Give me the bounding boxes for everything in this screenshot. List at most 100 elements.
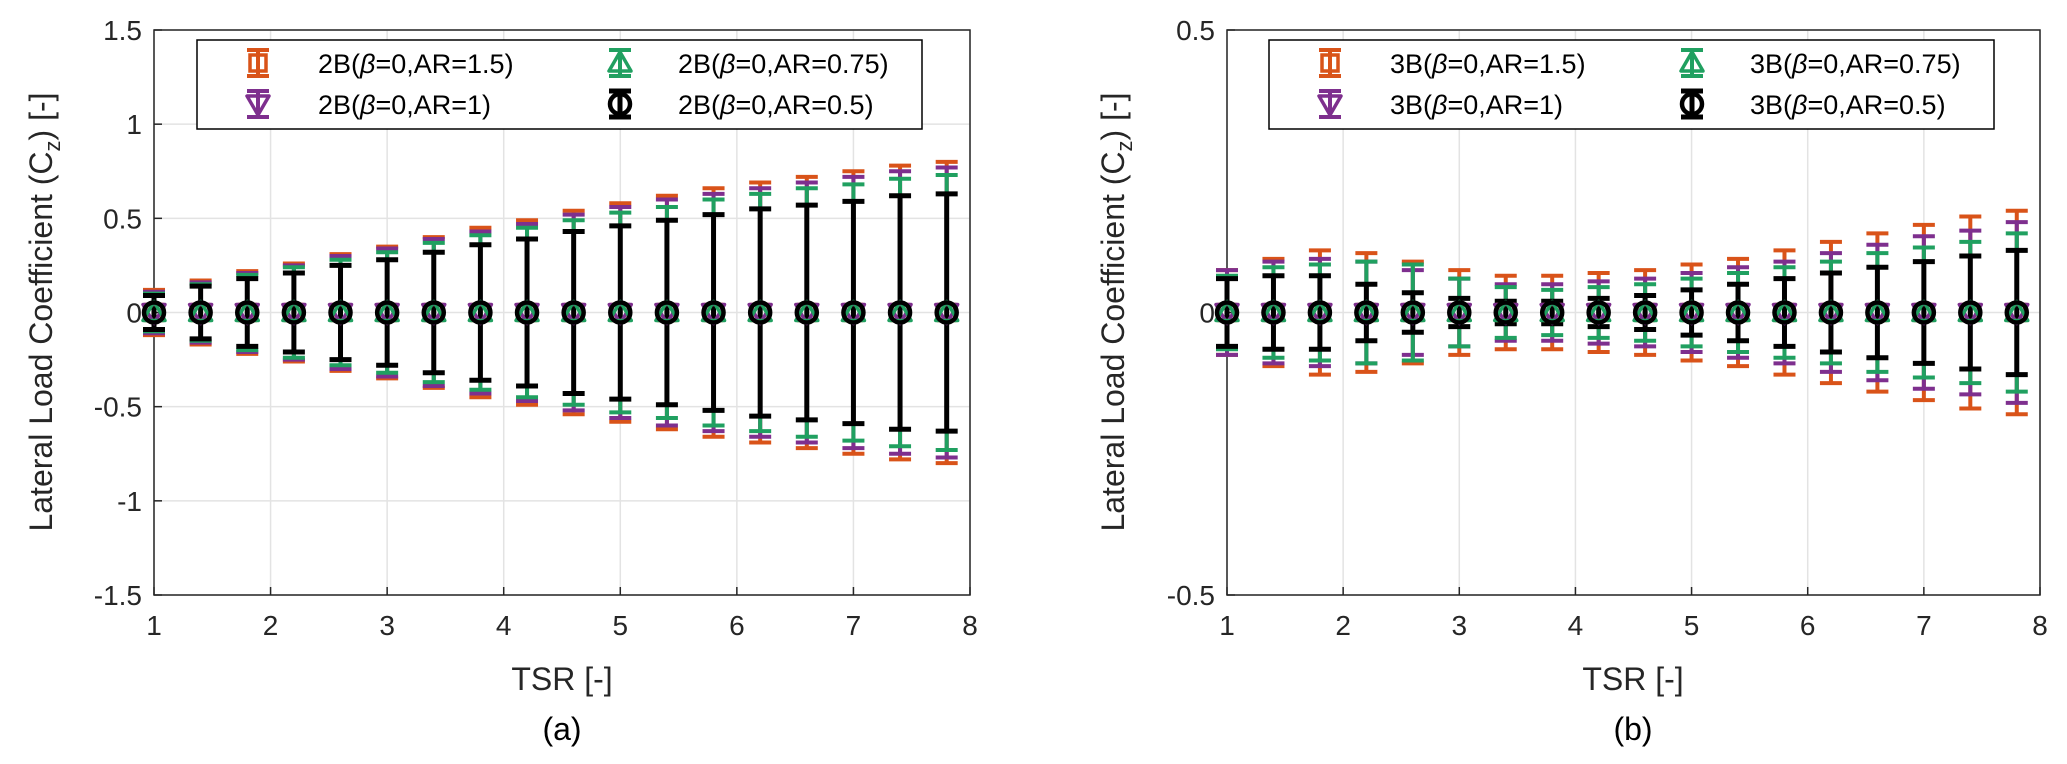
panel-a-point-ar05-1 — [188, 300, 213, 325]
panel-b-point-ar05-0 — [1214, 300, 1240, 325]
panel-a-legend-symbol-ar1 — [245, 89, 271, 119]
panel-a-x-ticks: 1 2 3 4 5 6 7 8 — [146, 587, 978, 641]
panel-b-markers-ar075 — [1214, 299, 2030, 323]
panel-b-point-ar05-14 — [1865, 300, 1890, 325]
panel-a-point-ar05-12 — [701, 300, 726, 325]
panel-a-legend-marker-ar05 — [607, 91, 633, 117]
panel-a-errorbar-ar05-14 — [795, 202, 818, 423]
panel-a-point-ar05-16 — [887, 300, 913, 325]
panel-b-legend-label-ar15-param: =0,AR=1.5) — [1447, 49, 1585, 79]
panel-b-point-ar05-13 — [1818, 300, 1844, 325]
panel-a-legend-marker-ar075 — [607, 50, 633, 73]
panel-a-legend-box — [196, 39, 923, 130]
panel-a-legend-label-ar15: 2B(β=0,AR=1.5) — [318, 49, 514, 79]
beta-glyph: β — [359, 90, 375, 120]
panel-b-markers-ar05 — [1214, 300, 2030, 325]
panel-b-errorbar-ar05-0 — [1216, 276, 1238, 349]
panel-a-legend-symbol-ar075 — [607, 48, 633, 78]
panel-a-legend-label-ar15-param: =0,AR=1.5) — [375, 49, 513, 79]
panel-a-legend-label-ar1-param: =0,AR=1) — [375, 90, 491, 120]
panel-b-point-ar05-7 — [1539, 300, 1565, 325]
panel-b-x-label: TSR [-] — [1582, 661, 1683, 697]
panel-b-legend-label-ar1: 3B(β=0,AR=1) — [1390, 90, 1563, 120]
panel-a-errorbar-ar05-6 — [422, 249, 445, 376]
beta-glyph: β — [1791, 49, 1807, 79]
beta-glyph: β — [719, 90, 735, 120]
panel-a-errorbar-ar05-2 — [236, 276, 259, 349]
panel-a-legend-label-ar075-prefix: 2B( — [678, 49, 720, 79]
beta-glyph: β — [1431, 90, 1447, 120]
panel-a-point-ar05-15 — [841, 300, 866, 325]
panel-a-point-ar05-9 — [561, 300, 586, 325]
beta-glyph: β — [1431, 49, 1447, 79]
panel-a-point-ar05-4 — [328, 300, 353, 325]
panel-b-point-ar05-9 — [1632, 300, 1658, 325]
panel-a-errorbar-ar05-1 — [189, 283, 212, 342]
panel-a-errorbar-ar05-12 — [702, 212, 725, 413]
panel-b-x-tick-label-7: 8 — [2032, 610, 2048, 641]
panel-a-legend-label-ar05: 2B(β=0,AR=0.5) — [678, 90, 874, 120]
panel-a-x-tick-label-6: 7 — [846, 610, 862, 641]
panel-a-x-tick-label-2: 3 — [379, 610, 395, 641]
panel-a-markers-ar075 — [141, 299, 960, 323]
panel-a-errorbar-ar05-4 — [329, 262, 352, 363]
panel-a-point-ar05-7 — [468, 300, 493, 325]
panel-b-x-tick-label-4: 5 — [1684, 610, 1700, 641]
panel-a-legend-label-ar1: 2B(β=0,AR=1) — [318, 90, 491, 120]
panel-a-x-tick-label-1: 2 — [263, 610, 279, 641]
panel-a-legend-marker-ar1 — [245, 94, 271, 117]
panel-a-caption: (a) — [542, 711, 581, 747]
panel-b-errorbar-ar05-10 — [1680, 287, 1703, 338]
panel-b-x-tick-label-3: 4 — [1568, 610, 1584, 641]
panel-b-x-tick-label-2: 3 — [1451, 610, 1467, 641]
panel-b-x-tick-label-1: 2 — [1335, 610, 1351, 641]
panel-b-legend-label-ar05: 3B(β=0,AR=0.5) — [1750, 90, 1946, 120]
panel-b-legend-label-ar15: 3B(β=0,AR=1.5) — [1390, 49, 1586, 79]
panel-a-legend-label-ar05-prefix: 2B( — [678, 90, 720, 120]
panel-b-point-ar05-1 — [1261, 300, 1286, 325]
panel-b-point-ar05-8 — [1586, 300, 1611, 325]
panel-a-y-tick-label-4: 0.5 — [103, 203, 142, 234]
panel-a-legend-symbol-ar05 — [607, 88, 633, 120]
panel-b-legend-marker-ar1 — [1317, 94, 1343, 117]
panel-a-point-ar05-3 — [281, 300, 307, 325]
panel-a-y-label: Lateral Load Coefficient (Cz) [-] — [23, 92, 65, 531]
panel-a-x-tick-label-5: 6 — [729, 610, 745, 641]
beta-glyph: β — [719, 49, 735, 79]
panel-a-y-tick-label-0: -1.5 — [94, 580, 142, 611]
panel-b-legend-label-ar05-prefix: 3B( — [1750, 90, 1792, 120]
panel-a-y-tick-label-6: 1.5 — [103, 15, 142, 46]
panel-b-x-tick-label-0: 1 — [1219, 610, 1235, 641]
panel-b-y-tick-label-0: -0.5 — [1167, 580, 1215, 611]
panel-b-y-label: Lateral Load Coefficient (Cz) [-] — [1095, 92, 1137, 531]
panel-b-legend-label-ar05-param: =0,AR=0.5) — [1807, 90, 1945, 120]
panel-b-y-tick-label-1: 0 — [1199, 298, 1215, 329]
panel-a-errorbar-ar05-8 — [516, 236, 539, 389]
panel-a: 1 2 3 4 5 6 7 8 -1.5 -1 -0.5 0 0.5 1 1.5 TSR [-] Late… — [23, 15, 978, 747]
panel-a-x-tick-label-7: 8 — [962, 610, 978, 641]
panel-a-legend-label-ar075-param: =0,AR=0.75) — [735, 49, 888, 79]
panel-a-point-ar05-8 — [514, 300, 540, 325]
panel-b-errorbar-ar05-3 — [1355, 281, 1378, 344]
panel-a-series-ar05 — [143, 191, 958, 434]
panel-b-x-tick-label-6: 7 — [1916, 610, 1932, 641]
panel-a-y-ticks: -1.5 -1 -0.5 0 0.5 1 1.5 — [94, 15, 162, 611]
panel-b-legend-label-ar1-param: =0,AR=1) — [1447, 90, 1563, 120]
panel-a-legend: 2B(β=0,AR=1.5) 2B(β=0,AR=1) 2B(β=0,AR=0.… — [196, 39, 923, 130]
panel-b-legend-label-ar15-prefix: 3B( — [1390, 49, 1432, 79]
panel-a-errorbar-ar05-16 — [889, 193, 912, 432]
panel-b-errorbar-ar05-17 — [2005, 247, 2028, 378]
panel-b-x-ticks: 1 2 3 4 5 6 7 8 — [1219, 587, 2048, 641]
panel-b-legend-label-ar1-prefix: 3B( — [1390, 90, 1432, 120]
panel-a-errorbar-ar05-13 — [749, 206, 772, 419]
panel-a-point-ar05-11 — [654, 300, 680, 325]
panel-a-errorbar-ar05-9 — [562, 229, 585, 396]
panel-a-point-ar05-2 — [235, 300, 260, 325]
panel-a-markers-ar1 — [141, 302, 960, 326]
panel-a-y-tick-label-1: -1 — [117, 486, 142, 517]
panel-b-point-ar05-6 — [1493, 300, 1518, 325]
panel-a-y-label-main: Lateral Load Coefficient (C — [23, 151, 59, 531]
panel-a-y-tick-label-2: -0.5 — [94, 392, 142, 423]
panel-a-errorbar-ar05-15 — [842, 198, 865, 427]
